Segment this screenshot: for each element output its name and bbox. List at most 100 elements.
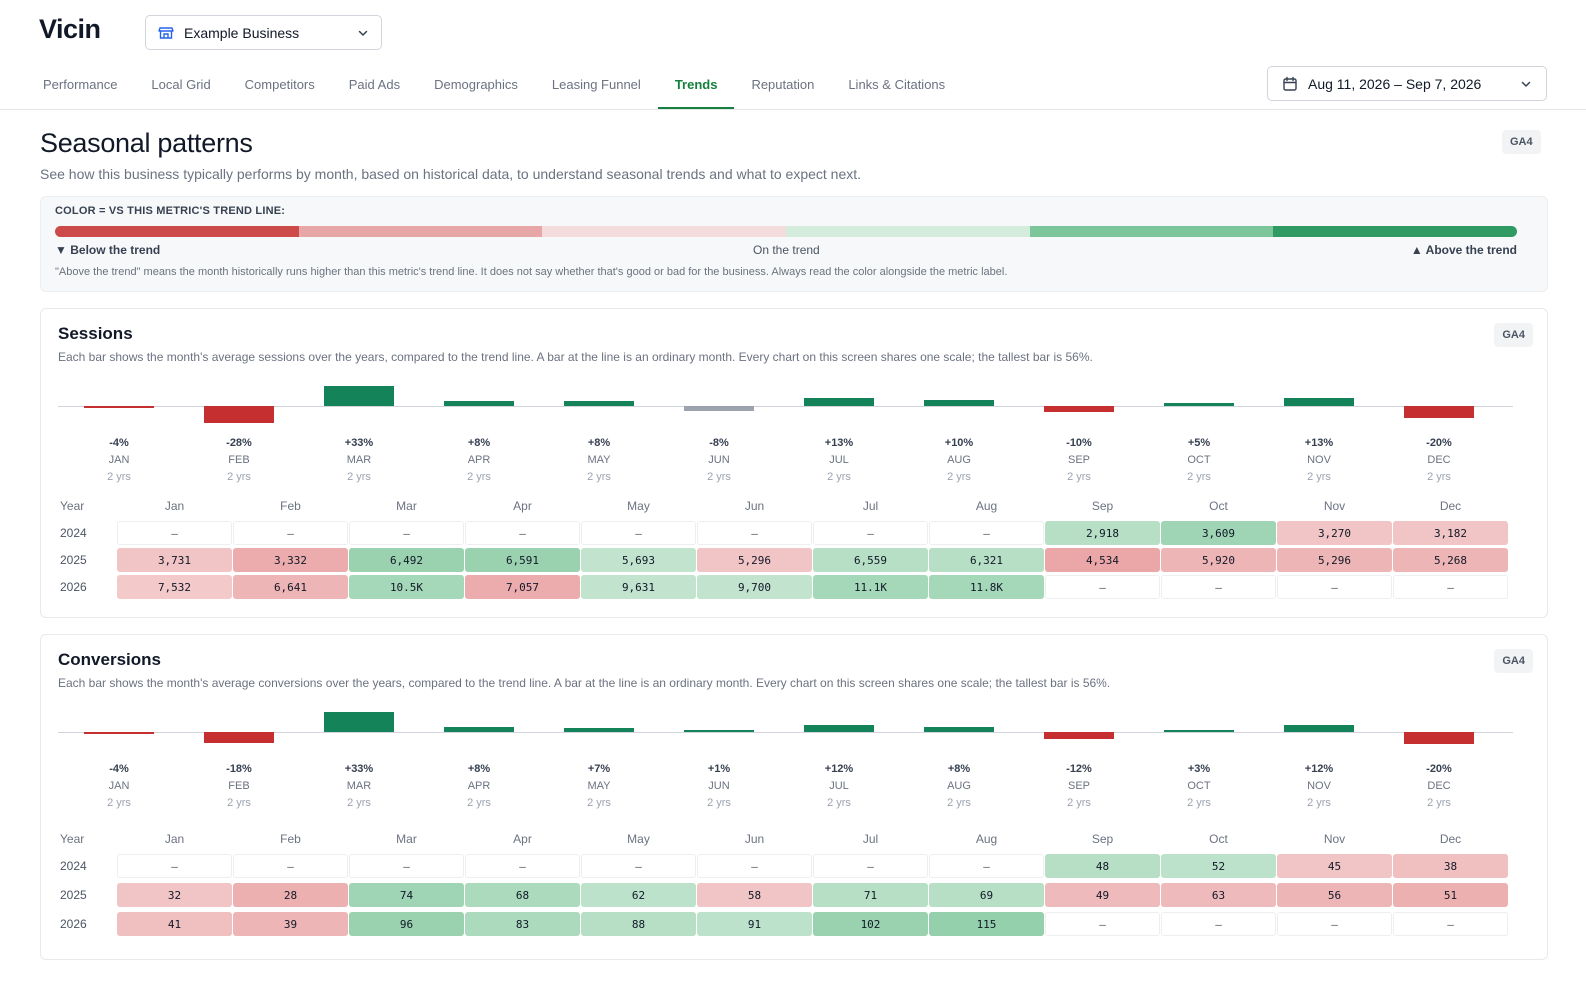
grid-cell[interactable]: 5,296	[1277, 548, 1392, 572]
tab-local-grid[interactable]: Local Grid	[151, 77, 211, 92]
grid-cell[interactable]: 2,918	[1045, 521, 1160, 545]
grid-cell[interactable]: –	[1161, 575, 1276, 599]
grid-cell[interactable]: 62	[581, 883, 696, 907]
grid-cell[interactable]: –	[465, 854, 580, 878]
grid-cell[interactable]: –	[697, 521, 812, 545]
month-bar[interactable]	[1404, 406, 1474, 419]
grid-cell[interactable]: 3,270	[1277, 521, 1392, 545]
grid-cell[interactable]: 88	[581, 912, 696, 936]
grid-cell[interactable]: 56	[1277, 883, 1392, 907]
grid-cell[interactable]: –	[697, 854, 812, 878]
grid-cell[interactable]: –	[117, 854, 232, 878]
grid-cell[interactable]: 96	[349, 912, 464, 936]
month-bar[interactable]	[1164, 402, 1234, 406]
grid-cell[interactable]: 74	[349, 883, 464, 907]
grid-cell[interactable]: 6,559	[813, 548, 928, 572]
grid-cell[interactable]: –	[1393, 575, 1508, 599]
month-bar[interactable]	[204, 732, 274, 744]
tab-paid-ads[interactable]: Paid Ads	[348, 77, 401, 92]
month-bar[interactable]	[924, 399, 994, 406]
month-bar[interactable]	[684, 730, 754, 732]
month-bar[interactable]	[444, 727, 514, 732]
month-bar[interactable]	[204, 406, 274, 424]
month-bar[interactable]	[804, 397, 874, 406]
grid-cell[interactable]: 32	[117, 883, 232, 907]
grid-cell[interactable]: –	[581, 521, 696, 545]
tab-demographics[interactable]: Demographics	[434, 77, 518, 92]
grid-cell[interactable]: –	[349, 521, 464, 545]
month-bar[interactable]	[1164, 730, 1234, 732]
grid-cell[interactable]: 6,591	[465, 548, 580, 572]
grid-cell[interactable]: 5,693	[581, 548, 696, 572]
grid-cell[interactable]: –	[813, 521, 928, 545]
grid-cell[interactable]: 7,532	[117, 575, 232, 599]
grid-cell[interactable]: 102	[813, 912, 928, 936]
grid-cell[interactable]: –	[1277, 575, 1392, 599]
grid-cell[interactable]: –	[1045, 912, 1160, 936]
grid-cell[interactable]: 3,182	[1393, 521, 1508, 545]
grid-cell[interactable]: 41	[117, 912, 232, 936]
grid-cell[interactable]: 83	[465, 912, 580, 936]
grid-cell[interactable]: –	[233, 854, 348, 878]
tab-links-citations[interactable]: Links & Citations	[848, 77, 946, 92]
grid-cell[interactable]: –	[117, 521, 232, 545]
grid-cell[interactable]: –	[1393, 912, 1508, 936]
grid-cell[interactable]: 6,641	[233, 575, 348, 599]
month-bar[interactable]	[1044, 406, 1114, 413]
tab-leasing-funnel[interactable]: Leasing Funnel	[551, 77, 641, 92]
grid-cell[interactable]: –	[465, 521, 580, 545]
tab-trends[interactable]: Trends	[657, 60, 735, 109]
tab-performance[interactable]: Performance	[43, 77, 118, 92]
grid-cell[interactable]: 5,268	[1393, 548, 1508, 572]
grid-cell[interactable]: 63	[1161, 883, 1276, 907]
grid-cell[interactable]: 68	[465, 883, 580, 907]
grid-cell[interactable]: 5,920	[1161, 548, 1276, 572]
tab-competitors[interactable]: Competitors	[244, 77, 315, 92]
grid-cell[interactable]: 3,731	[117, 548, 232, 572]
month-bar[interactable]	[1404, 732, 1474, 745]
grid-cell[interactable]: 91	[697, 912, 812, 936]
grid-cell[interactable]: 58	[697, 883, 812, 907]
month-bar[interactable]	[1044, 732, 1114, 740]
grid-cell[interactable]: 51	[1393, 883, 1508, 907]
month-bar[interactable]	[924, 727, 994, 732]
month-bar[interactable]	[1284, 397, 1354, 406]
grid-cell[interactable]: 69	[929, 883, 1044, 907]
grid-cell[interactable]: 4,534	[1045, 548, 1160, 572]
grid-cell[interactable]: –	[813, 854, 928, 878]
grid-cell[interactable]: –	[1045, 575, 1160, 599]
grid-cell[interactable]: –	[1161, 912, 1276, 936]
grid-cell[interactable]: 3,609	[1161, 521, 1276, 545]
grid-cell[interactable]: 10.5K	[349, 575, 464, 599]
grid-cell[interactable]: 49	[1045, 883, 1160, 907]
grid-cell[interactable]: 11.1K	[813, 575, 928, 599]
grid-cell[interactable]: 48	[1045, 854, 1160, 878]
grid-cell[interactable]: 6,321	[929, 548, 1044, 572]
month-bar[interactable]	[84, 406, 154, 409]
grid-cell[interactable]: 38	[1393, 854, 1508, 878]
grid-cell[interactable]: –	[581, 854, 696, 878]
month-bar[interactable]	[564, 727, 634, 732]
grid-cell[interactable]: –	[929, 521, 1044, 545]
month-bar[interactable]	[564, 401, 634, 406]
grid-cell[interactable]: 6,492	[349, 548, 464, 572]
grid-cell[interactable]: –	[349, 854, 464, 878]
month-bar[interactable]	[324, 711, 394, 732]
grid-cell[interactable]: 3,332	[233, 548, 348, 572]
month-bar[interactable]	[684, 406, 754, 411]
grid-cell[interactable]: –	[929, 854, 1044, 878]
grid-cell[interactable]: –	[1277, 912, 1392, 936]
grid-cell[interactable]: 5,296	[697, 548, 812, 572]
grid-cell[interactable]: 9,631	[581, 575, 696, 599]
grid-cell[interactable]: 39	[233, 912, 348, 936]
grid-cell[interactable]: 45	[1277, 854, 1392, 878]
date-range-select[interactable]: Aug 11, 2026 – Sep 7, 2026	[1267, 66, 1547, 101]
grid-cell[interactable]: 28	[233, 883, 348, 907]
grid-cell[interactable]: 52	[1161, 854, 1276, 878]
grid-cell[interactable]: 9,700	[697, 575, 812, 599]
month-bar[interactable]	[444, 401, 514, 406]
grid-cell[interactable]: 7,057	[465, 575, 580, 599]
month-bar[interactable]	[1284, 724, 1354, 732]
grid-cell[interactable]: 115	[929, 912, 1044, 936]
month-bar[interactable]	[804, 724, 874, 732]
